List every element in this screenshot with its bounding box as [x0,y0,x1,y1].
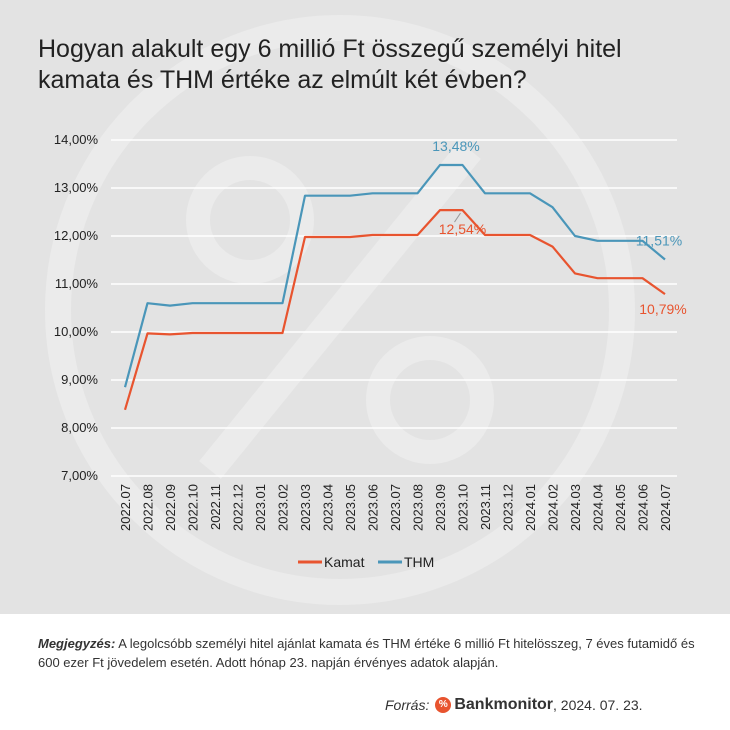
x-tick-label: 2023.03 [298,484,313,531]
x-tick-label: 2024.06 [636,484,651,531]
x-tick-label: 2022.12 [231,484,246,531]
x-tick-label: 2022.10 [186,484,201,531]
y-tick-label: 14,00% [54,132,99,147]
x-tick-label: 2023.10 [456,484,471,531]
data-label-kamat: 10,79% [639,301,686,317]
percent-circle-icon [0,0,730,614]
x-tick-label: 2023.07 [388,484,403,531]
x-tick-label: 2023.12 [501,484,516,531]
data-labels: 12,54% 10,79% 13,48% 11,51% [432,138,686,317]
legend-label-thm: THM [404,554,434,570]
gridlines [111,139,677,477]
line-chart: 7,00% 8,00% 9,00% 10,00% 11,00% 12,00% 13,00% 1… [54,132,687,570]
x-tick-label: 2022.09 [163,484,178,531]
x-tick-label: 2024.01 [523,484,538,531]
footnote: Megjegyzés: A legolcsóbb személyi hitel … [38,634,698,672]
footnote-text: A legolcsóbb személyi hitel ajánlat kama… [38,636,695,670]
x-tick-label: 2023.01 [253,484,268,531]
legend: Kamat THM [298,554,434,570]
data-label-thm: 13,48% [432,138,479,154]
y-axis-ticks: 7,00% 8,00% 9,00% 10,00% 11,00% 12,00% 13,00% 1… [54,132,99,483]
y-tick-label: 8,00% [61,420,98,435]
legend-label-kamat: Kamat [324,554,365,570]
x-tick-label: 2023.09 [433,484,448,531]
label-leader-line [454,212,461,223]
series-line-kamat [123,209,666,411]
x-tick-label: 2022.08 [141,484,156,531]
x-tick-label: 2023.04 [321,484,336,531]
x-tick-label: 2023.06 [366,484,381,531]
x-tick-label: 2024.07 [658,484,673,531]
source-footer: Forrás: % Bankmonitor , 2024. 07. 23. [385,694,643,716]
x-tick-label: 2024.05 [613,484,628,531]
footnote-label: Megjegyzés: [38,636,116,651]
series-line-thm [123,163,666,388]
x-tick-label: 2024.02 [546,484,561,531]
x-tick-label: 2024.04 [591,484,606,531]
x-tick-label: 2023.05 [343,484,358,531]
y-tick-label: 12,00% [54,228,99,243]
x-tick-label: 2023.11 [478,484,493,530]
source-label: Forrás: [385,697,430,713]
x-tick-label: 2023.08 [411,484,426,531]
y-tick-label: 10,00% [54,324,99,339]
data-label-kamat: 12,54% [439,221,486,237]
y-tick-label: 7,00% [61,468,98,483]
brand-name: Bankmonitor [454,696,554,713]
x-axis-ticks: 2022.07 2022.08 2022.09 2022.10 2022.11 2022.… [118,484,673,531]
y-tick-label: 13,00% [54,180,99,195]
y-tick-label: 11,00% [55,276,99,291]
source-date: , 2024. 07. 23. [553,697,643,713]
chart-title: Hogyan alakult egy 6 millió Ft összegű s… [38,35,622,94]
x-tick-label: 2024.03 [568,484,583,531]
x-tick-label: 2023.02 [276,484,291,531]
x-tick-label: 2022.11 [208,484,223,530]
chart-panel: Hogyan alakult egy 6 millió Ft összegű s… [0,0,730,614]
y-tick-label: 9,00% [61,372,98,387]
data-label-thm: 11,51% [636,233,682,249]
bankmonitor-logo-icon: % [435,697,452,713]
x-tick-label: 2022.07 [118,484,133,531]
series-lines [123,163,666,411]
